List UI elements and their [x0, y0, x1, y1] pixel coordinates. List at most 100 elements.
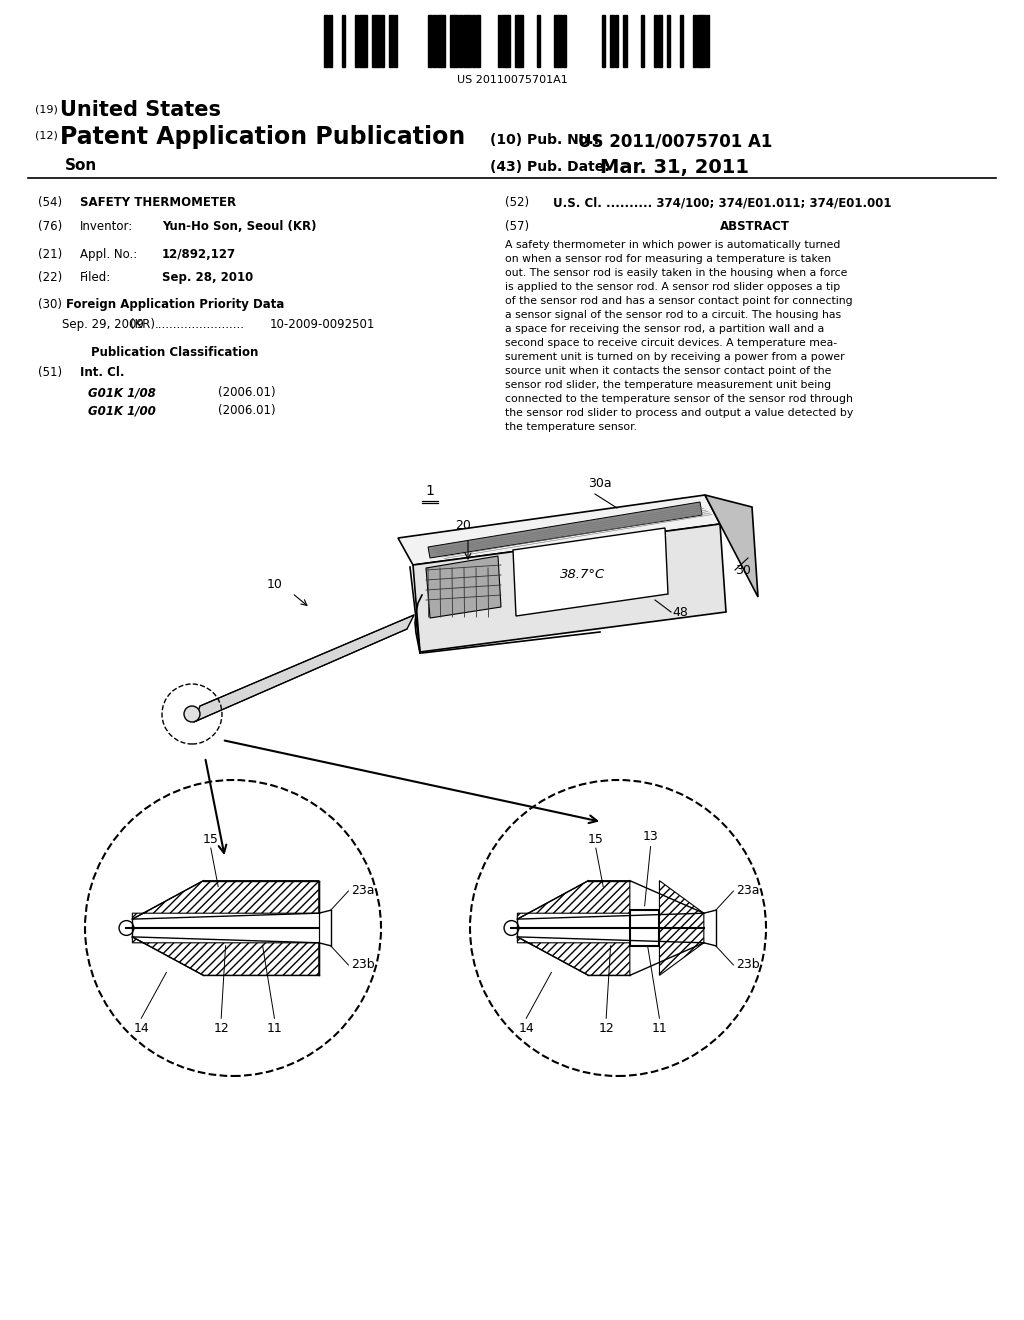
Text: 30: 30 [735, 564, 751, 577]
Bar [701, 15, 705, 67]
Circle shape [184, 706, 200, 722]
Bar [467, 15, 471, 67]
Text: second space to receive circuit devices. A temperature mea-: second space to receive circuit devices.… [505, 338, 838, 348]
Text: 11: 11 [266, 1022, 283, 1035]
Text: (19): (19) [35, 106, 58, 115]
Text: connected to the temperature sensor of the sensor rod through: connected to the temperature sensor of t… [505, 393, 853, 404]
Bar [325, 15, 328, 67]
Polygon shape [659, 880, 703, 928]
Bar [389, 15, 393, 67]
Polygon shape [426, 556, 501, 618]
Text: US 2011/0075701 A1: US 2011/0075701 A1 [578, 133, 772, 150]
Text: Appl. No.:: Appl. No.: [80, 248, 137, 261]
Text: 23a: 23a [351, 884, 375, 898]
Text: 14: 14 [518, 1022, 535, 1035]
Text: out. The sensor rod is easily taken in the housing when a force: out. The sensor rod is easily taken in t… [505, 268, 848, 279]
Text: a space for receiving the sensor rod, a partition wall and a: a space for receiving the sensor rod, a … [505, 323, 824, 334]
Text: 12: 12 [598, 1022, 614, 1035]
Text: of the sensor rod and has a sensor contact point for connecting: of the sensor rod and has a sensor conta… [505, 296, 853, 306]
Bar [624, 15, 627, 67]
Bar [329, 15, 333, 67]
Bar [381, 15, 384, 67]
Text: surement unit is turned on by receiving a power from a power: surement unit is turned on by receiving … [505, 352, 845, 362]
Text: 15: 15 [203, 833, 219, 846]
Text: 23a: 23a [736, 884, 760, 898]
Text: (21): (21) [38, 248, 62, 261]
Bar [359, 15, 362, 67]
Text: (30): (30) [38, 298, 62, 312]
Circle shape [504, 920, 519, 936]
Text: Filed:: Filed: [80, 271, 112, 284]
Polygon shape [659, 928, 703, 975]
Text: (76): (76) [38, 220, 62, 234]
Text: Sep. 29, 2009: Sep. 29, 2009 [62, 318, 144, 331]
Bar [692, 15, 696, 67]
Polygon shape [517, 880, 630, 919]
Text: (2006.01): (2006.01) [218, 404, 275, 417]
Text: US 20110075701A1: US 20110075701A1 [457, 75, 567, 84]
Bar [441, 15, 445, 67]
Polygon shape [705, 495, 758, 597]
Text: (54): (54) [38, 195, 62, 209]
Polygon shape [413, 524, 726, 652]
Text: (43) Pub. Date:: (43) Pub. Date: [490, 160, 609, 174]
Text: Mar. 31, 2011: Mar. 31, 2011 [600, 158, 749, 177]
Polygon shape [398, 495, 720, 565]
Bar [377, 15, 380, 67]
Text: Inventor:: Inventor: [80, 220, 133, 234]
Bar [433, 15, 436, 67]
Text: 10-2009-0092501: 10-2009-0092501 [270, 318, 376, 331]
Bar [364, 15, 367, 67]
Text: 23b: 23b [351, 958, 375, 972]
Text: 48: 48 [672, 606, 688, 619]
Text: Publication Classification: Publication Classification [91, 346, 259, 359]
Text: Foreign Application Priority Data: Foreign Application Priority Data [66, 298, 285, 312]
Polygon shape [513, 528, 668, 616]
Text: Yun-Ho Son, Seoul (KR): Yun-Ho Son, Seoul (KR) [162, 220, 316, 234]
Text: (2006.01): (2006.01) [218, 385, 275, 399]
Bar [667, 15, 671, 67]
Bar [558, 15, 562, 67]
Bar [476, 15, 479, 67]
Text: G01K 1/00: G01K 1/00 [88, 404, 156, 417]
Text: 12: 12 [213, 1022, 229, 1035]
Bar [506, 15, 510, 67]
Text: 10: 10 [267, 578, 283, 591]
Text: 15: 15 [588, 833, 604, 846]
Bar [562, 15, 566, 67]
Bar [602, 15, 605, 67]
Text: A safety thermometer in which power is automatically turned: A safety thermometer in which power is a… [505, 240, 841, 249]
Text: Int. Cl.: Int. Cl. [80, 366, 125, 379]
Bar [515, 15, 519, 67]
Text: a sensor signal of the sensor rod to a circuit. The housing has: a sensor signal of the sensor rod to a c… [505, 310, 841, 319]
Text: 12/892,127: 12/892,127 [162, 248, 237, 261]
Text: sensor rod slider, the temperature measurement unit being: sensor rod slider, the temperature measu… [505, 380, 831, 389]
Text: ABSTRACT: ABSTRACT [720, 220, 790, 234]
Text: (22): (22) [38, 271, 62, 284]
Bar [641, 15, 644, 67]
Text: 23b: 23b [736, 958, 760, 972]
Polygon shape [194, 615, 414, 722]
Bar [450, 15, 454, 67]
Text: Son: Son [65, 158, 97, 173]
Bar [354, 15, 358, 67]
Bar [437, 15, 440, 67]
Text: (52): (52) [505, 195, 529, 209]
Bar [502, 15, 506, 67]
Text: (51): (51) [38, 366, 62, 379]
Bar [519, 15, 523, 67]
Text: Patent Application Publication: Patent Application Publication [60, 125, 465, 149]
Text: Sep. 28, 2010: Sep. 28, 2010 [162, 271, 253, 284]
Polygon shape [132, 880, 318, 919]
Bar [554, 15, 558, 67]
Bar [393, 15, 397, 67]
Bar [455, 15, 458, 67]
Text: 14: 14 [133, 1022, 150, 1035]
Polygon shape [132, 937, 318, 975]
Text: 30a: 30a [588, 477, 611, 490]
Text: U.S. Cl. .......... 374/100; 374/E01.011; 374/E01.001: U.S. Cl. .......... 374/100; 374/E01.011… [553, 195, 892, 209]
Text: (57): (57) [505, 220, 529, 234]
Polygon shape [517, 937, 630, 975]
Bar [697, 15, 700, 67]
Text: 13: 13 [643, 830, 658, 842]
